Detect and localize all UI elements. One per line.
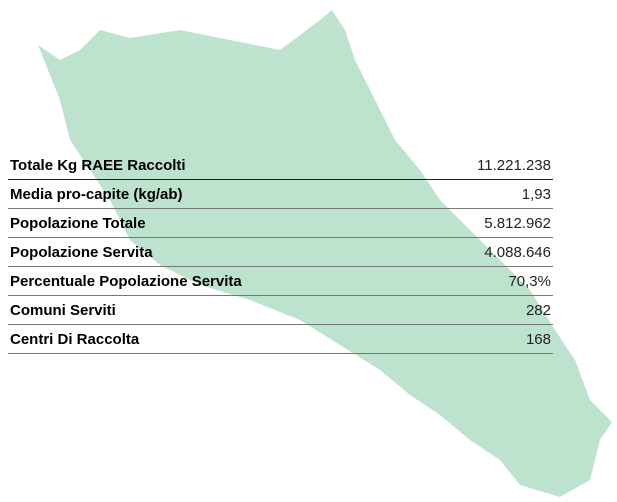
- row-label: Media pro-capite (kg/ab): [8, 179, 418, 209]
- row-label: Percentuale Popolazione Servita: [8, 266, 418, 296]
- table-row: Popolazione Totale 5.812.962: [8, 208, 553, 238]
- row-value: 1,93: [417, 179, 553, 209]
- row-value: 70,3%: [417, 266, 553, 296]
- row-label: Comuni Serviti: [8, 295, 418, 325]
- row-value: 168: [417, 324, 553, 354]
- row-label: Popolazione Totale: [8, 208, 418, 238]
- table-row: Totale Kg RAEE Raccolti 11.221.238: [8, 151, 553, 180]
- row-value: 5.812.962: [417, 208, 553, 238]
- table-row: Popolazione Servita 4.088.646: [8, 237, 553, 267]
- row-label: Totale Kg RAEE Raccolti: [8, 151, 418, 180]
- table-row: Centri Di Raccolta 168: [8, 324, 553, 354]
- table-body: Totale Kg RAEE Raccolti 11.221.238 Media p…: [8, 151, 553, 354]
- table-row: Media pro-capite (kg/ab) 1,93: [8, 179, 553, 209]
- stats-table: Totale Kg RAEE Raccolti 11.221.238 Media p…: [8, 151, 553, 354]
- row-value: 11.221.238: [417, 151, 553, 180]
- row-value: 4.088.646: [417, 237, 553, 267]
- table-row: Percentuale Popolazione Servita 70,3%: [8, 266, 553, 296]
- table-row: Comuni Serviti 282: [8, 295, 553, 325]
- row-value: 282: [417, 295, 553, 325]
- row-label: Popolazione Servita: [8, 237, 418, 267]
- row-label: Centri Di Raccolta: [8, 324, 418, 354]
